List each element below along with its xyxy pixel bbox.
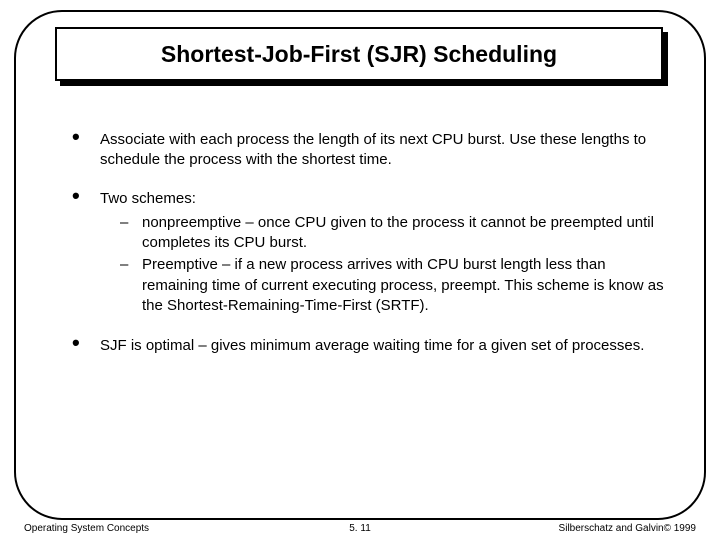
sub-item: – Preemptive – if a new process arrives … [120,255,672,316]
footer-right: Silberschatz and Galvin© 1999 [559,523,696,534]
bullet-dot-icon: • [72,189,86,319]
bullet-dot-icon: • [72,336,86,356]
dash-icon: – [120,213,132,254]
content-area: • Associate with each process the length… [72,130,672,374]
footer-center: 5. 11 [349,523,371,534]
bullet-item: • SJF is optimal – gives minimum average… [72,336,672,356]
bullet-item: • Two schemes: – nonpreemptive – once CP… [72,189,672,319]
bullet-dot-icon: • [72,130,86,171]
bullet-text: Associate with each process the length o… [100,130,672,171]
footer: Operating System Concepts 5. 11 Silbersc… [24,523,696,534]
sub-text: Preemptive – if a new process arrives wi… [142,255,672,316]
bullet-lead: Two schemes: [100,190,196,207]
footer-left: Operating System Concepts [24,523,149,534]
sub-item: – nonpreemptive – once CPU given to the … [120,213,672,254]
slide-title: Shortest-Job-First (SJR) Scheduling [161,41,557,68]
bullet-item: • Associate with each process the length… [72,130,672,171]
bullet-text: Two schemes: – nonpreemptive – once CPU … [100,189,672,319]
bullet-text: SJF is optimal – gives minimum average w… [100,336,644,356]
sub-list: – nonpreemptive – once CPU given to the … [120,213,672,316]
title-box: Shortest-Job-First (SJR) Scheduling [55,27,663,81]
sub-text: nonpreemptive – once CPU given to the pr… [142,213,672,254]
dash-icon: – [120,255,132,316]
